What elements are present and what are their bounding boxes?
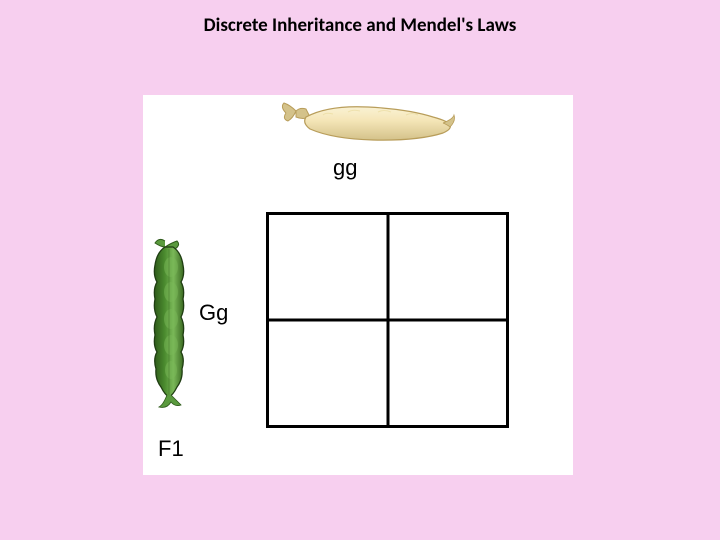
page-title: Discrete Inheritance and Mendel's Laws	[0, 14, 720, 37]
genotype-label-gg: gg	[333, 155, 357, 181]
punnett-square-grid	[266, 212, 509, 428]
punnett-vertical-divider	[386, 215, 389, 425]
generation-label-f1: F1	[158, 436, 184, 462]
punnett-diagram-panel: gg	[143, 95, 573, 475]
green-pea-pod-illustration	[143, 237, 198, 412]
yellow-pea-pod-illustration	[278, 95, 456, 150]
genotype-label-Gg: Gg	[199, 300, 228, 326]
